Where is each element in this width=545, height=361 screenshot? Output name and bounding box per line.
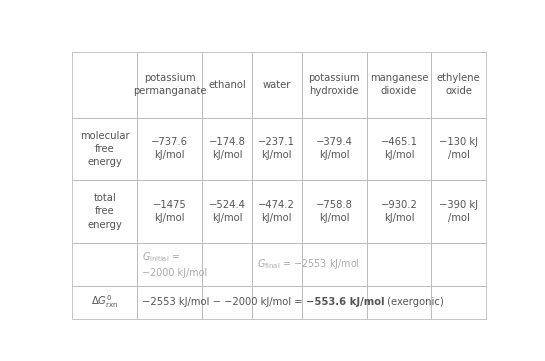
Bar xyxy=(367,118,432,180)
Text: −1475
kJ/mol: −1475 kJ/mol xyxy=(153,200,186,223)
Text: −553.6 kJ/mol: −553.6 kJ/mol xyxy=(306,297,385,307)
Text: −524.4
kJ/mol: −524.4 kJ/mol xyxy=(209,200,245,223)
Bar xyxy=(252,286,302,318)
Bar xyxy=(367,286,432,318)
Text: total
free
energy: total free energy xyxy=(87,193,122,230)
Bar xyxy=(137,52,202,118)
Bar xyxy=(72,52,137,118)
Bar xyxy=(252,180,302,243)
Bar xyxy=(252,243,302,286)
Bar xyxy=(252,52,302,118)
Text: −130 kJ
/mol: −130 kJ /mol xyxy=(439,137,479,160)
Bar xyxy=(202,180,252,243)
Bar xyxy=(302,118,367,180)
Text: −174.8
kJ/mol: −174.8 kJ/mol xyxy=(209,137,245,160)
Bar xyxy=(302,243,367,286)
Text: −465.1
kJ/mol: −465.1 kJ/mol xyxy=(380,137,417,160)
Bar xyxy=(367,52,432,118)
Text: potassium
hydroxide: potassium hydroxide xyxy=(308,73,360,96)
Bar xyxy=(72,243,137,286)
Bar xyxy=(72,180,137,243)
Text: $G_\mathrm{final}$ = −2553 kJ/mol: $G_\mathrm{final}$ = −2553 kJ/mol xyxy=(257,257,360,271)
Text: −379.4
kJ/mol: −379.4 kJ/mol xyxy=(316,137,353,160)
Text: −2553 kJ/mol − −2000 kJ/mol =: −2553 kJ/mol − −2000 kJ/mol = xyxy=(142,297,306,307)
Bar xyxy=(432,243,486,286)
Text: −758.8
kJ/mol: −758.8 kJ/mol xyxy=(316,200,353,223)
Bar xyxy=(202,52,252,118)
Bar xyxy=(367,243,432,286)
Text: $\Delta G^0_\mathrm{rxn}$: $\Delta G^0_\mathrm{rxn}$ xyxy=(91,293,118,310)
Text: ethanol: ethanol xyxy=(208,80,246,90)
Text: potassium
permanganate: potassium permanganate xyxy=(133,73,207,96)
Bar xyxy=(302,286,367,318)
Bar xyxy=(202,243,252,286)
Bar xyxy=(137,118,202,180)
Text: manganese
dioxide: manganese dioxide xyxy=(370,73,428,96)
Bar xyxy=(432,52,486,118)
Text: −237.1
kJ/mol: −237.1 kJ/mol xyxy=(258,137,295,160)
Bar xyxy=(202,118,252,180)
Text: −474.2
kJ/mol: −474.2 kJ/mol xyxy=(258,200,295,223)
Bar xyxy=(432,180,486,243)
Bar xyxy=(137,243,202,286)
Text: water: water xyxy=(263,80,291,90)
Text: ethylene
oxide: ethylene oxide xyxy=(437,73,481,96)
Text: (exergonic): (exergonic) xyxy=(385,297,444,307)
Bar xyxy=(302,180,367,243)
Bar xyxy=(137,286,202,318)
Text: molecular
free
energy: molecular free energy xyxy=(80,131,130,167)
Bar xyxy=(367,180,432,243)
Text: −737.6
kJ/mol: −737.6 kJ/mol xyxy=(151,137,188,160)
Bar xyxy=(302,52,367,118)
Text: −930.2
kJ/mol: −930.2 kJ/mol xyxy=(380,200,417,223)
Bar xyxy=(202,286,252,318)
Text: −390 kJ
/mol: −390 kJ /mol xyxy=(439,200,479,223)
Bar xyxy=(72,118,137,180)
Bar xyxy=(137,180,202,243)
Text: $G_\mathrm{initial}$ =
−2000 kJ/mol: $G_\mathrm{initial}$ = −2000 kJ/mol xyxy=(142,251,208,278)
Bar xyxy=(432,118,486,180)
Bar xyxy=(72,286,137,318)
Bar xyxy=(432,286,486,318)
Bar xyxy=(252,118,302,180)
